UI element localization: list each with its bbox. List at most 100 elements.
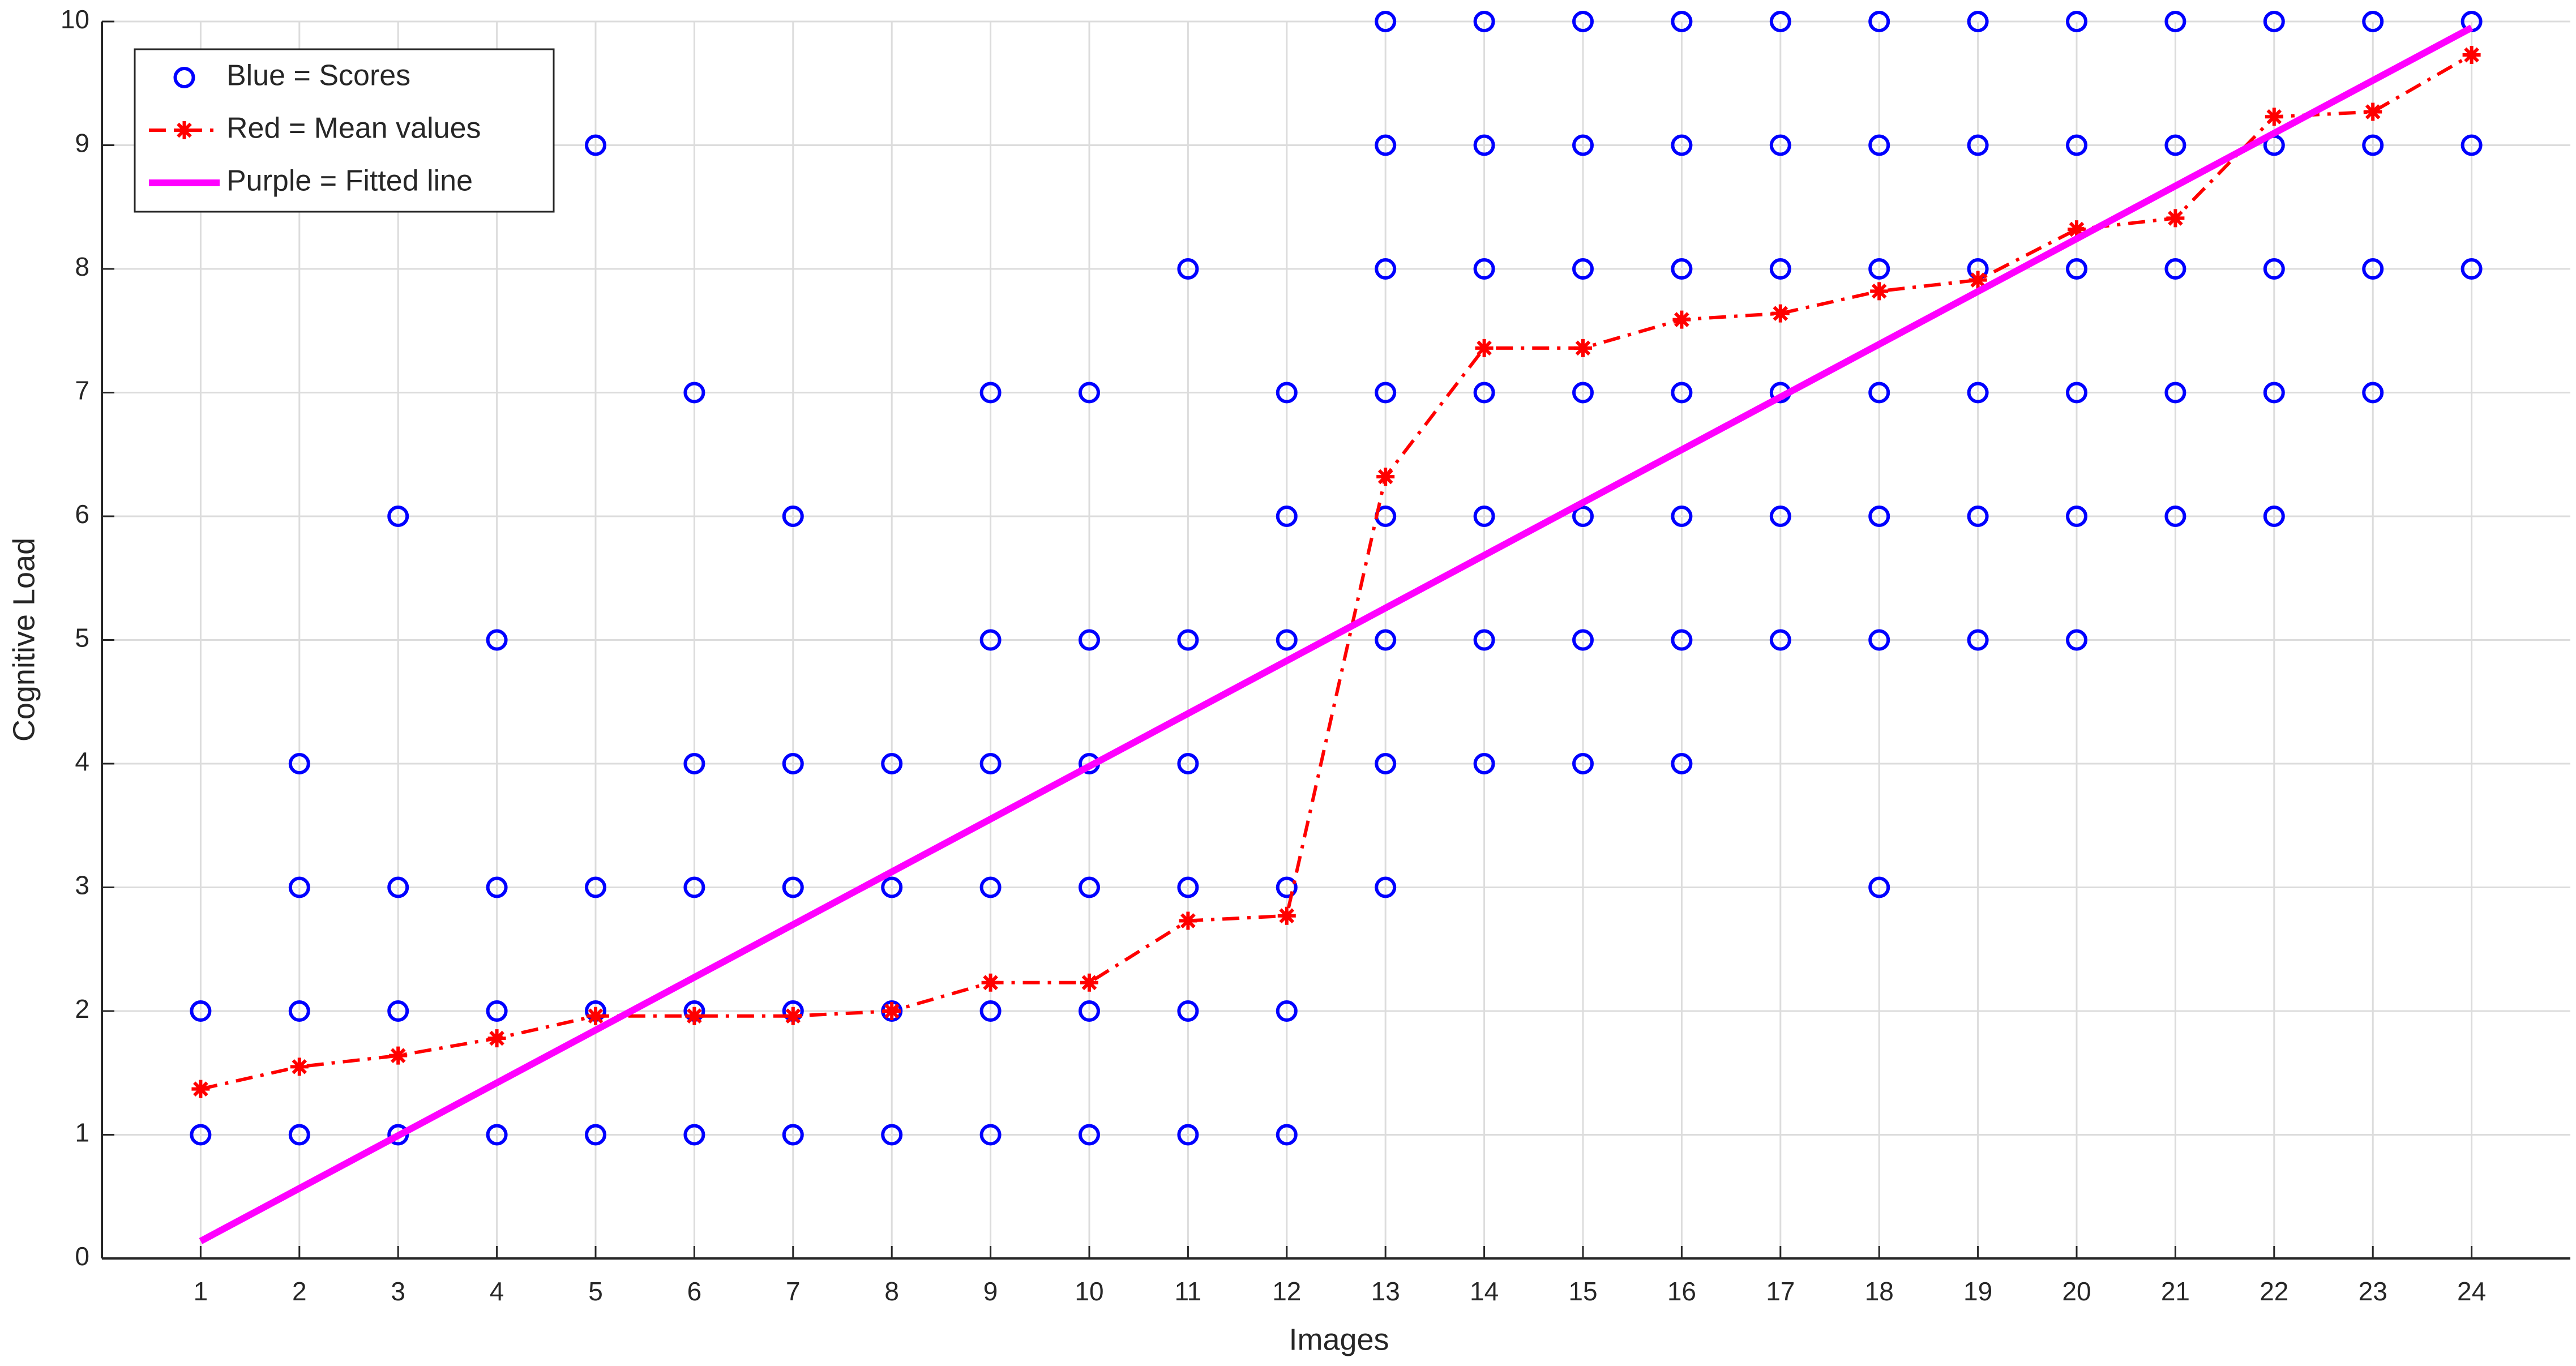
- score-point: [1375, 134, 1397, 156]
- score-point: [1769, 258, 1791, 280]
- y-tick-label: 5: [75, 623, 89, 653]
- score-point: [2461, 258, 2483, 280]
- x-tick-label: 7: [786, 1277, 801, 1306]
- score-point: [1868, 134, 1890, 156]
- score-point: [683, 753, 705, 774]
- score-point: [683, 382, 705, 404]
- legend-symbol: [173, 67, 195, 88]
- score-point: [881, 876, 903, 898]
- star-marker: [981, 973, 1000, 992]
- x-tick-label: 12: [1272, 1277, 1301, 1306]
- star-marker: [587, 1007, 605, 1025]
- score-point: [2263, 258, 2285, 280]
- score-point: [1473, 629, 1495, 651]
- score-point: [979, 1124, 1002, 1146]
- score-point: [1769, 11, 1791, 32]
- score-point: [1375, 629, 1397, 651]
- score-point: [1177, 629, 1199, 651]
- score-point: [2164, 11, 2186, 32]
- score-point: [585, 1124, 606, 1146]
- score-point: [1473, 753, 1495, 774]
- star-marker: [1376, 468, 1395, 486]
- x-tick-label: 3: [391, 1277, 405, 1306]
- star-marker: [2166, 209, 2185, 228]
- x-tick-label: 23: [2359, 1277, 2387, 1306]
- score-point: [1967, 11, 1989, 32]
- x-tick-label: 1: [194, 1277, 208, 1306]
- score-point: [1572, 753, 1594, 774]
- legend-label: Red = Mean values: [226, 112, 481, 145]
- score-point: [1572, 11, 1594, 32]
- star-marker: [487, 1029, 506, 1048]
- star-marker: [1771, 304, 1790, 323]
- star-marker: [883, 1002, 901, 1020]
- score-point: [1177, 1000, 1199, 1022]
- score-point: [486, 876, 508, 898]
- score-point: [1375, 382, 1397, 404]
- score-point: [979, 1000, 1002, 1022]
- score-point: [486, 629, 508, 651]
- x-tick-label: 19: [1963, 1277, 1992, 1306]
- y-tick-label: 1: [75, 1118, 89, 1147]
- y-tick-label: 8: [75, 252, 89, 281]
- score-point: [683, 876, 705, 898]
- score-point: [585, 134, 606, 156]
- score-point: [1769, 134, 1791, 156]
- score-point: [585, 876, 606, 898]
- score-point: [1868, 629, 1890, 651]
- score-point: [1967, 506, 1989, 527]
- x-tick-label: 17: [1766, 1277, 1795, 1306]
- score-point: [288, 1000, 310, 1022]
- y-tick-label: 3: [75, 871, 89, 900]
- legend-label: Blue = Scores: [226, 59, 410, 92]
- score-point: [2164, 506, 2186, 527]
- y-tick-label: 2: [75, 994, 89, 1024]
- x-tick-label: 6: [687, 1277, 702, 1306]
- x-tick-label: 24: [2457, 1277, 2486, 1306]
- score-point: [1473, 11, 1495, 32]
- score-point: [782, 1124, 804, 1146]
- score-point: [2164, 258, 2186, 280]
- score-point: [1572, 629, 1594, 651]
- score-point: [1276, 629, 1298, 651]
- score-point: [1079, 876, 1100, 898]
- x-tick-label: 16: [1667, 1277, 1696, 1306]
- legend-symbol: [175, 121, 194, 139]
- score-point: [1177, 1124, 1199, 1146]
- x-tick-label: 15: [1568, 1277, 1597, 1306]
- x-tick-label: 2: [292, 1277, 307, 1306]
- score-point: [288, 1124, 310, 1146]
- score-point: [881, 753, 903, 774]
- score-point: [1276, 876, 1298, 898]
- score-point: [2164, 382, 2186, 404]
- score-point: [782, 506, 804, 527]
- x-tick-label: 4: [490, 1277, 504, 1306]
- score-point: [1868, 11, 1890, 32]
- y-axis-label: Cognitive Load: [7, 538, 41, 742]
- score-point: [2362, 258, 2384, 280]
- star-marker: [1969, 271, 1987, 289]
- star-marker: [1080, 973, 1098, 992]
- score-point: [1967, 134, 1989, 156]
- score-point: [1177, 753, 1199, 774]
- star-marker: [2265, 108, 2283, 126]
- score-point: [190, 1000, 212, 1022]
- score-point: [1868, 876, 1890, 898]
- score-point: [1769, 629, 1791, 651]
- score-point: [1276, 1000, 1298, 1022]
- score-point: [1079, 1124, 1100, 1146]
- star-marker: [2364, 102, 2382, 121]
- score-point: [1473, 134, 1495, 156]
- score-point: [2066, 11, 2087, 32]
- score-point: [2263, 506, 2285, 527]
- y-tick-label: 9: [75, 129, 89, 158]
- score-point: [1177, 876, 1199, 898]
- score-point: [1671, 382, 1693, 404]
- x-tick-label: 20: [2062, 1277, 2091, 1306]
- score-point: [2362, 134, 2384, 156]
- score-point: [2263, 11, 2285, 32]
- score-point: [1473, 506, 1495, 527]
- score-point: [1079, 382, 1100, 404]
- score-point: [1671, 11, 1693, 32]
